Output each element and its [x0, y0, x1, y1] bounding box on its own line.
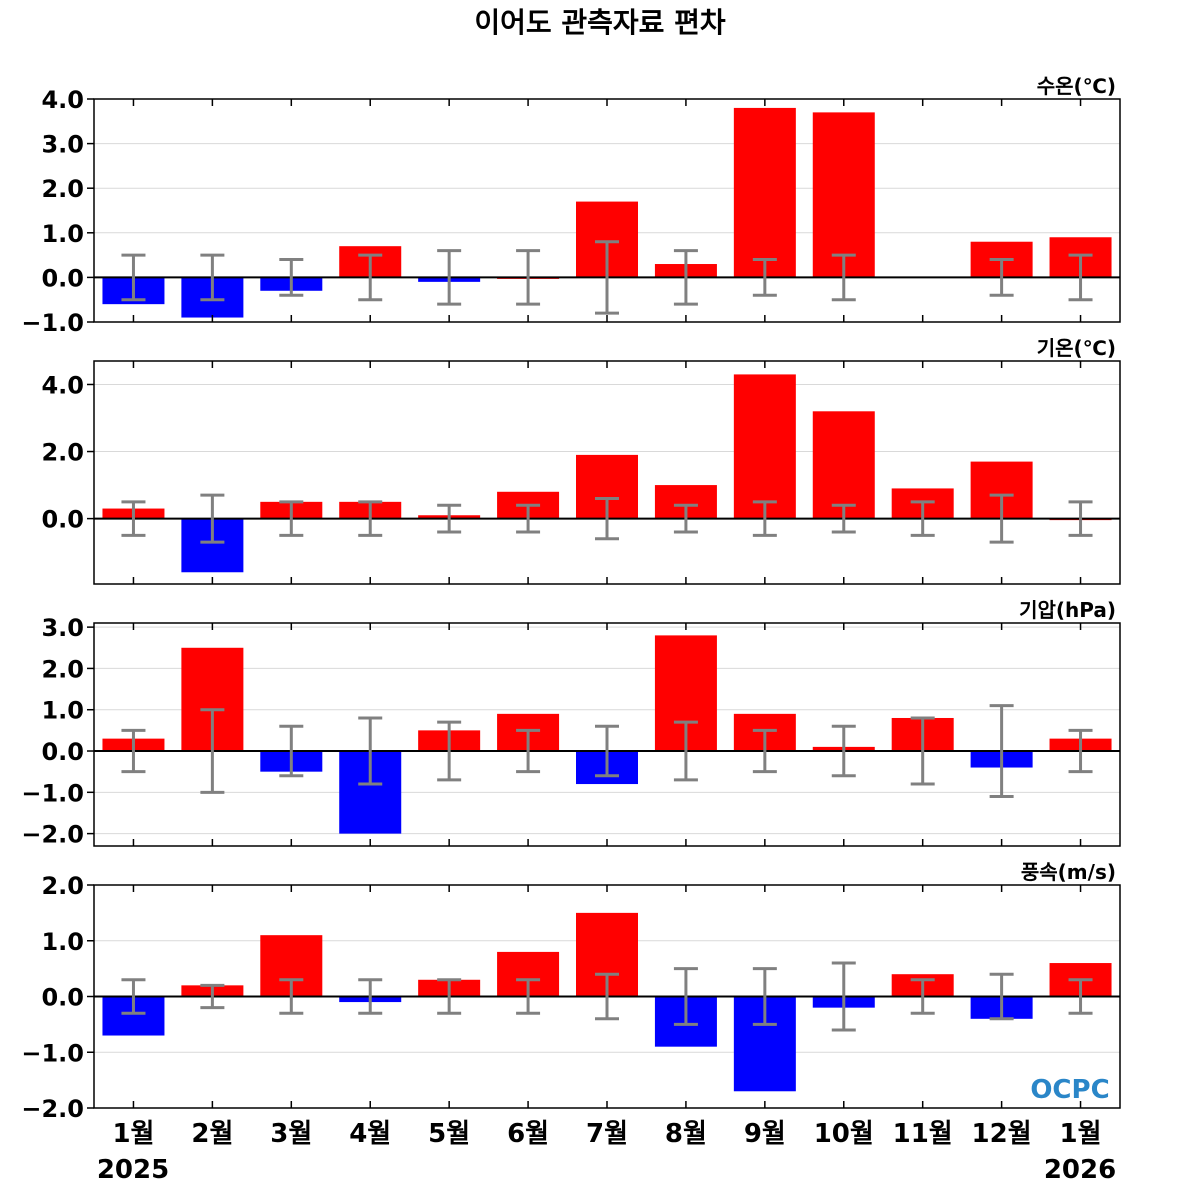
panels-group: −1.0 0.0 1.0 2.0 3.0 4.0 수온(℃) 0.0 2.0 4.0 기온(℃) −2… [21, 74, 1121, 1123]
unit-label: 기압(hPa) [1019, 598, 1116, 622]
month-label: 12월 [972, 1119, 1032, 1149]
month-label: 6월 [507, 1119, 549, 1149]
ytick-label: 4.0 [41, 371, 84, 399]
ytick-label: 0.0 [41, 506, 84, 534]
panel-2: 0.0 2.0 4.0 기온(℃) [41, 336, 1121, 585]
bar [733, 374, 796, 519]
unit-label: 수온(℃) [1037, 74, 1116, 98]
panel-3: −2.0 −1.0 0.0 1.0 2.0 3.0 기압(hPa) [21, 598, 1121, 849]
month-label: 3월 [270, 1119, 312, 1149]
bar [733, 107, 796, 278]
ytick-label: 2.0 [41, 439, 84, 467]
ytick-label: 3.0 [41, 131, 84, 159]
logo-text: OCPC [1030, 1075, 1109, 1105]
month-label: 1월 [112, 1119, 154, 1149]
unit-label: 기온(℃) [1037, 336, 1116, 360]
month-label: 1월 [1060, 1119, 1102, 1149]
ytick-label: 2.0 [41, 872, 84, 900]
ytick-label: 3.0 [41, 614, 84, 642]
panel-4: −2.0 −1.0 0.0 1.0 2.0 풍속(m/s) [21, 860, 1121, 1123]
ytick-label: −1.0 [21, 1039, 84, 1067]
ytick-label: −1.0 [21, 309, 84, 337]
ytick-label: −2.0 [21, 1095, 84, 1123]
ytick-label: 0.0 [41, 984, 84, 1012]
ytick-label: 4.0 [41, 86, 84, 114]
month-label: 11월 [893, 1119, 953, 1149]
ytick-label: 2.0 [41, 175, 84, 203]
year-end-label: 2026 [1044, 1155, 1116, 1185]
ytick-label: 0.0 [41, 738, 84, 766]
month-label: 2월 [191, 1119, 233, 1149]
month-label: 7월 [586, 1119, 628, 1149]
chart-title: 이어도 관측자료 편차 [474, 6, 726, 39]
ytick-label: 2.0 [41, 655, 84, 683]
ytick-label: 1.0 [41, 697, 84, 725]
ytick-label: 1.0 [41, 220, 84, 248]
bar [812, 411, 875, 519]
bar [812, 112, 875, 278]
ocpc-logo: OCPC [1030, 1075, 1109, 1105]
month-label: 10월 [814, 1119, 874, 1149]
month-label: 9월 [744, 1119, 786, 1149]
month-label: 4월 [349, 1119, 391, 1149]
ytick-label: 1.0 [41, 928, 84, 956]
ytick-label: −2.0 [21, 821, 84, 849]
ytick-label: −1.0 [21, 779, 84, 807]
ytick-label: 0.0 [41, 264, 84, 292]
panel-1: −1.0 0.0 1.0 2.0 3.0 4.0 수온(℃) [21, 74, 1121, 337]
unit-label: 풍속(m/s) [1021, 860, 1116, 884]
year-start-label: 2025 [97, 1155, 169, 1185]
month-label: 5월 [428, 1119, 470, 1149]
x-axis: 2025 2026 1월 2월 3월 4월 5월 6월 7월 8월 9월 10월 11월 12월 1월 [97, 1119, 1116, 1185]
month-label: 8월 [665, 1119, 707, 1149]
